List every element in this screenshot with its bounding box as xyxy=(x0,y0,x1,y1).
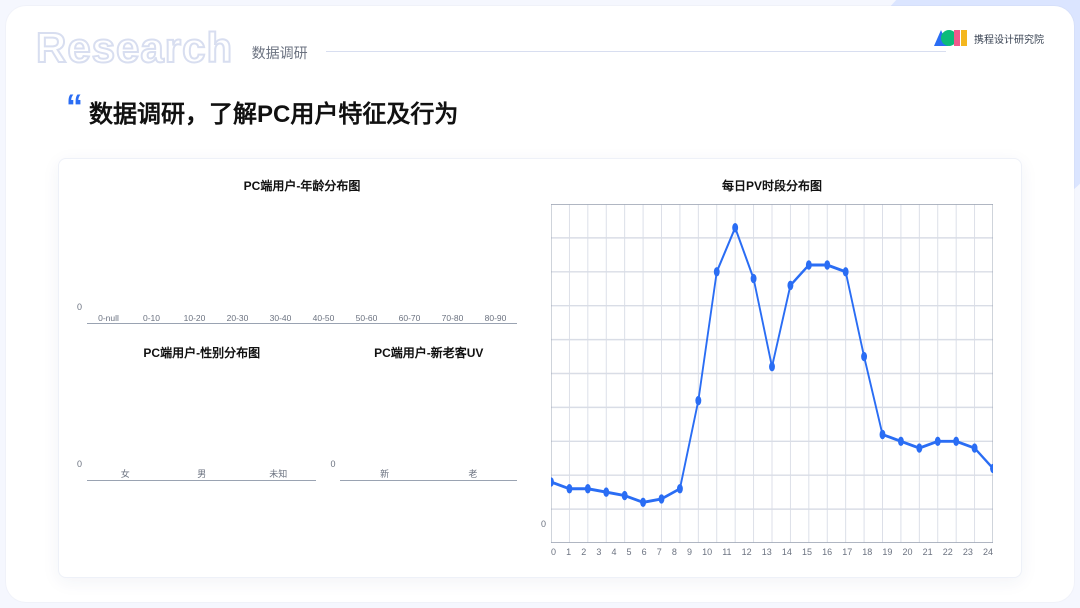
header-title-zh: 数据调研 xyxy=(252,43,308,63)
header-title-en: Research xyxy=(36,24,233,72)
headline: “ 数据调研，了解PC用户特征及行为 xyxy=(66,94,1074,129)
x-tick: 1 xyxy=(566,547,571,557)
bar-label: 未知 xyxy=(269,467,287,480)
x-tick: 14 xyxy=(782,547,792,557)
x-tick: 23 xyxy=(963,547,973,557)
x-tick: 9 xyxy=(687,547,692,557)
quote-icon: “ xyxy=(66,99,79,116)
pv-chart-xticks: 0123456789101112131415161718192021222324 xyxy=(551,547,993,557)
bar: 20-30 xyxy=(216,309,259,323)
header-divider xyxy=(326,51,946,52)
x-tick: 12 xyxy=(742,547,752,557)
bar-label: 新 xyxy=(380,467,389,480)
bar-label: 80-90 xyxy=(485,313,507,323)
brand-logo: 携程设计研究院 xyxy=(934,28,1044,48)
bar: 30-40 xyxy=(259,309,302,323)
uv-chart: PC端用户-新老客UV 新老 0 xyxy=(340,344,517,481)
bar: 60-70 xyxy=(388,309,431,323)
x-tick: 24 xyxy=(983,547,993,557)
brand-logo-text: 携程设计研究院 xyxy=(974,31,1044,46)
bar: 男 xyxy=(164,463,241,480)
bar-label: 40-50 xyxy=(313,313,335,323)
age-chart-title: PC端用户-年龄分布图 xyxy=(87,177,517,194)
uv-chart-title: PC端用户-新老客UV xyxy=(340,344,517,361)
bar: 50-60 xyxy=(345,309,388,323)
bar-label: 老 xyxy=(468,467,477,480)
x-tick: 2 xyxy=(581,547,586,557)
x-tick: 19 xyxy=(882,547,892,557)
x-tick: 8 xyxy=(672,547,677,557)
bar: 女 xyxy=(87,463,164,480)
gender-chart-zero: 0 xyxy=(77,459,82,469)
charts-panel: PC端用户-年龄分布图 0-null 0-10 10-20 20-30 30-40 40-… xyxy=(58,158,1022,578)
bar-label: 0-null xyxy=(98,313,119,323)
left-column: PC端用户-年龄分布图 0-null 0-10 10-20 20-30 30-40 40-… xyxy=(87,177,517,557)
bar: 老 xyxy=(429,463,517,480)
bar-label: 60-70 xyxy=(399,313,421,323)
gender-chart-title: PC端用户-性别分布图 xyxy=(87,344,316,361)
x-tick: 5 xyxy=(627,547,632,557)
x-tick: 7 xyxy=(657,547,662,557)
bar: 0-null xyxy=(87,309,130,323)
x-tick: 10 xyxy=(702,547,712,557)
x-tick: 0 xyxy=(551,547,556,557)
header: Research 数据调研 携程设计研究院 xyxy=(6,6,1074,72)
bar-label: 70-80 xyxy=(442,313,464,323)
bar-label: 女 xyxy=(121,467,130,480)
brand-logo-icon xyxy=(934,28,968,48)
x-tick: 20 xyxy=(903,547,913,557)
bar-label: 20-30 xyxy=(227,313,249,323)
age-chart-zero: 0 xyxy=(77,302,82,312)
x-tick: 18 xyxy=(862,547,872,557)
x-tick: 3 xyxy=(596,547,601,557)
pv-chart-zero: 0 xyxy=(541,519,546,529)
bar: 0-10 xyxy=(130,309,173,323)
bar: 70-80 xyxy=(431,309,474,323)
x-tick: 13 xyxy=(762,547,772,557)
bar: 40-50 xyxy=(302,309,345,323)
bar: 10-20 xyxy=(173,309,216,323)
bar: 新 xyxy=(340,463,428,480)
x-tick: 15 xyxy=(802,547,812,557)
bar: 未知 xyxy=(240,463,317,480)
x-tick: 17 xyxy=(842,547,852,557)
bar-label: 男 xyxy=(197,467,206,480)
x-tick: 21 xyxy=(923,547,933,557)
bar-label: 30-40 xyxy=(270,313,292,323)
x-tick: 4 xyxy=(611,547,616,557)
x-tick: 6 xyxy=(642,547,647,557)
x-tick: 11 xyxy=(722,547,731,557)
pv-chart-title: 每日PV时段分布图 xyxy=(551,177,993,194)
age-chart: PC端用户-年龄分布图 0-null 0-10 10-20 20-30 30-40 40-… xyxy=(87,177,517,324)
bar: 80-90 xyxy=(474,309,517,323)
x-tick: 16 xyxy=(822,547,832,557)
page-card: Research 数据调研 携程设计研究院 “ 数据调研，了解PC用户特征及行为… xyxy=(6,6,1074,602)
right-column: 每日PV时段分布图 0 0123456789101112131415161718… xyxy=(551,177,993,557)
x-tick: 22 xyxy=(943,547,953,557)
pv-chart: 0 xyxy=(551,204,993,543)
headline-text: 数据调研，了解PC用户特征及行为 xyxy=(89,94,458,129)
bar-label: 0-10 xyxy=(143,313,160,323)
gender-chart: PC端用户-性别分布图 女男未知 0 xyxy=(87,344,316,481)
uv-chart-zero: 0 xyxy=(330,459,335,469)
bar-label: 50-60 xyxy=(356,313,378,323)
bar-label: 10-20 xyxy=(184,313,206,323)
